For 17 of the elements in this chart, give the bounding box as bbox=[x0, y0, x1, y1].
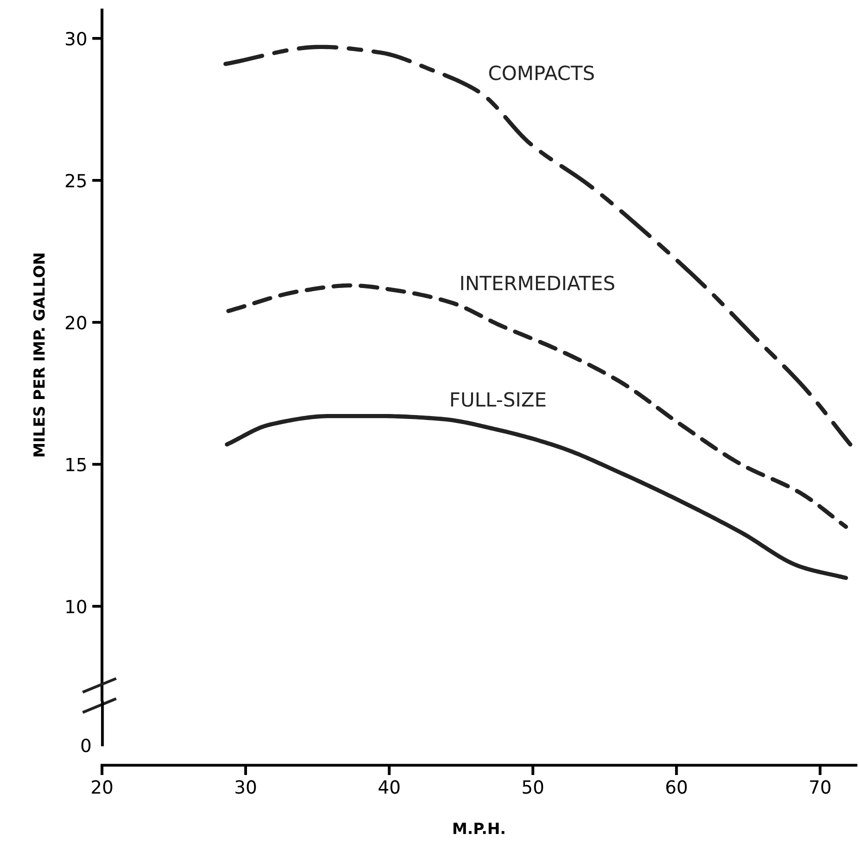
x-axis-title: M.P.H. bbox=[454, 822, 504, 834]
x-tick-label: 40 bbox=[378, 780, 400, 794]
y-tick-label: 20 bbox=[66, 316, 86, 330]
x-tick-label: 30 bbox=[236, 780, 256, 794]
y-tick-label: 30 bbox=[66, 32, 86, 46]
y-tick-label: 25 bbox=[66, 174, 86, 188]
series-label: FULL-SIZE bbox=[451, 392, 546, 407]
y-tick-label: 15 bbox=[66, 458, 86, 472]
text: 0 bbox=[81, 738, 90, 752]
x-tick-label: 60 bbox=[666, 780, 687, 794]
series-label: COMPACTS bbox=[489, 66, 594, 80]
y-axis-title: MILES PER IMP. GALLON bbox=[33, 254, 45, 456]
y-tick-label: 10 bbox=[66, 600, 86, 614]
x-tick-label: 70 bbox=[810, 780, 830, 794]
series-label: INTERMEDIATES bbox=[461, 276, 614, 290]
x-tick-label: 50 bbox=[522, 780, 544, 794]
x-tick-label: 20 bbox=[92, 780, 112, 794]
